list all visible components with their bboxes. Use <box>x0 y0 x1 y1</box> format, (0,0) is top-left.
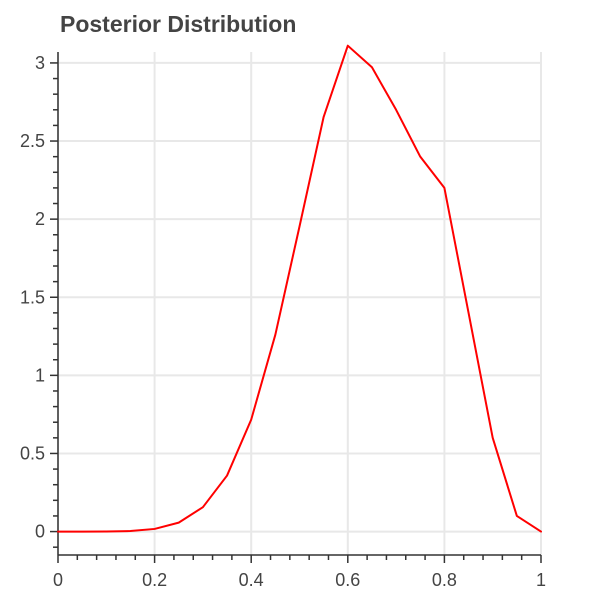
x-tick-label: 0.2 <box>142 570 167 590</box>
posterior-density-line <box>57 44 542 533</box>
x-tick-label: 0 <box>53 570 63 590</box>
x-tick-label: 1 <box>536 570 546 590</box>
y-tick-label: 1.5 <box>20 287 45 307</box>
x-tick-label: 0.6 <box>335 570 360 590</box>
y-tick-label: 1 <box>35 365 45 385</box>
grid-layer <box>57 52 542 555</box>
y-tick-label: 2 <box>35 209 45 229</box>
y-tick-label: 0.5 <box>20 443 45 463</box>
series-layer <box>57 44 542 533</box>
axis-layer: 0 0.2 0.4 0.6 0.8 1 0 0.5 1 1.5 2 2.5 3 <box>20 52 546 590</box>
y-tick-label: 0 <box>35 522 45 542</box>
x-tick-label: 0.8 <box>432 570 457 590</box>
y-tick-label: 3 <box>35 53 45 73</box>
y-tick-label: 2.5 <box>20 131 45 151</box>
chart-title: Posterior Distribution <box>60 11 297 37</box>
x-tick-label: 0.4 <box>239 570 264 590</box>
